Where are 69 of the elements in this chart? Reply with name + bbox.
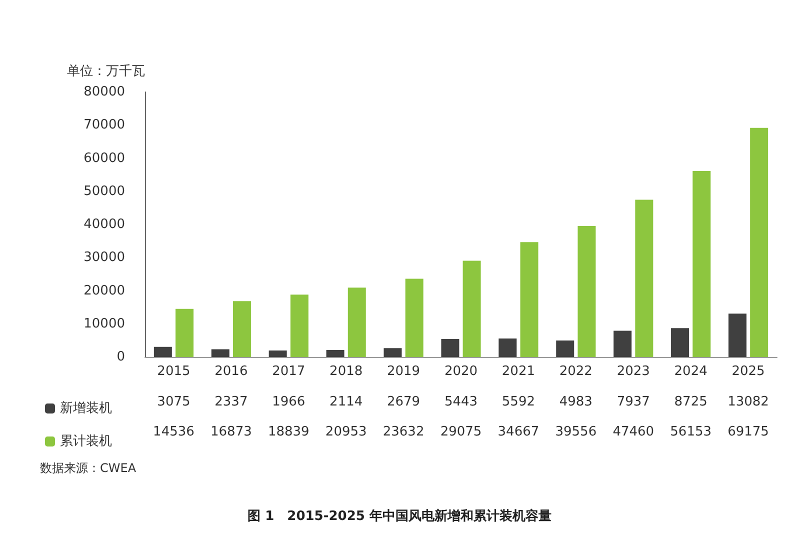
x-tick-label: 2018 (330, 364, 363, 379)
bar (462, 260, 481, 357)
x-tick-label: 2023 (616, 364, 650, 379)
bar (326, 350, 344, 357)
data-label: 3075 (157, 394, 190, 410)
legend-label: 累计装机 (60, 434, 112, 449)
bar (614, 330, 632, 357)
data-label: 69175 (728, 424, 769, 440)
y-tick-label: 10000 (84, 316, 125, 332)
data-label: 23632 (382, 424, 424, 440)
y-tick-label: 40000 (84, 217, 125, 232)
y-tick-label: 70000 (84, 118, 125, 133)
data-label: 56153 (670, 424, 712, 440)
bar (750, 128, 768, 357)
bar (556, 340, 574, 357)
data-label: 34667 (498, 424, 540, 440)
bar (520, 242, 538, 357)
data-label: 16873 (210, 424, 252, 440)
bar (211, 349, 230, 357)
bar (498, 338, 517, 357)
y-axis-title: 单位：万千瓦 (67, 64, 145, 79)
bar (268, 350, 287, 357)
data-label: 4983 (559, 394, 592, 410)
bar (348, 288, 366, 357)
data-label: 2679 (387, 394, 420, 410)
bar (635, 200, 654, 357)
data-label: 5443 (444, 394, 478, 410)
data-label: 29075 (440, 424, 482, 440)
legend-label: 新增装机 (60, 401, 112, 416)
x-tick-label: 2017 (272, 364, 306, 379)
data-label: 39556 (555, 424, 597, 440)
data-label: 47460 (612, 424, 654, 440)
source-note: 数据来源：CWEA (40, 461, 137, 475)
x-tick-label: 2025 (732, 364, 765, 379)
data-label: 8725 (674, 394, 708, 410)
data-label: 18839 (268, 424, 310, 440)
data-label: 2114 (330, 394, 363, 410)
bar (692, 170, 711, 357)
x-tick-label: 2016 (214, 364, 248, 379)
data-label: 14536 (153, 424, 194, 440)
bar (232, 301, 251, 357)
x-tick-label: 2020 (444, 364, 478, 379)
x-tick-label: 2019 (387, 364, 420, 379)
bar (441, 338, 460, 357)
bar (290, 294, 308, 357)
x-tick-label: 2015 (157, 364, 190, 379)
bar (154, 346, 172, 357)
bar (384, 348, 402, 357)
y-tick-label: 50000 (84, 184, 125, 199)
data-label: 20953 (325, 424, 367, 440)
data-label: 5592 (502, 394, 535, 410)
bar (671, 328, 690, 357)
x-tick-label: 2022 (559, 364, 592, 379)
data-label: 1966 (272, 394, 306, 410)
y-tick-label: 30000 (84, 250, 125, 266)
bar (176, 308, 194, 357)
bar (728, 314, 746, 357)
data-label: 13082 (728, 394, 769, 410)
x-tick-label: 2024 (674, 364, 708, 379)
text: 图 1 2015-2025 年中国风电新增和累计装机容量 (248, 508, 552, 524)
data-label: 7937 (616, 394, 650, 410)
y-tick-label: 60000 (84, 150, 125, 166)
y-tick-label: 0 (116, 350, 125, 364)
y-tick-label: 20000 (84, 283, 125, 298)
bar (405, 278, 424, 357)
data-label: 2337 (214, 394, 248, 410)
y-tick-label: 80000 (84, 84, 125, 100)
x-tick-label: 2021 (502, 364, 535, 379)
bar (578, 226, 596, 357)
